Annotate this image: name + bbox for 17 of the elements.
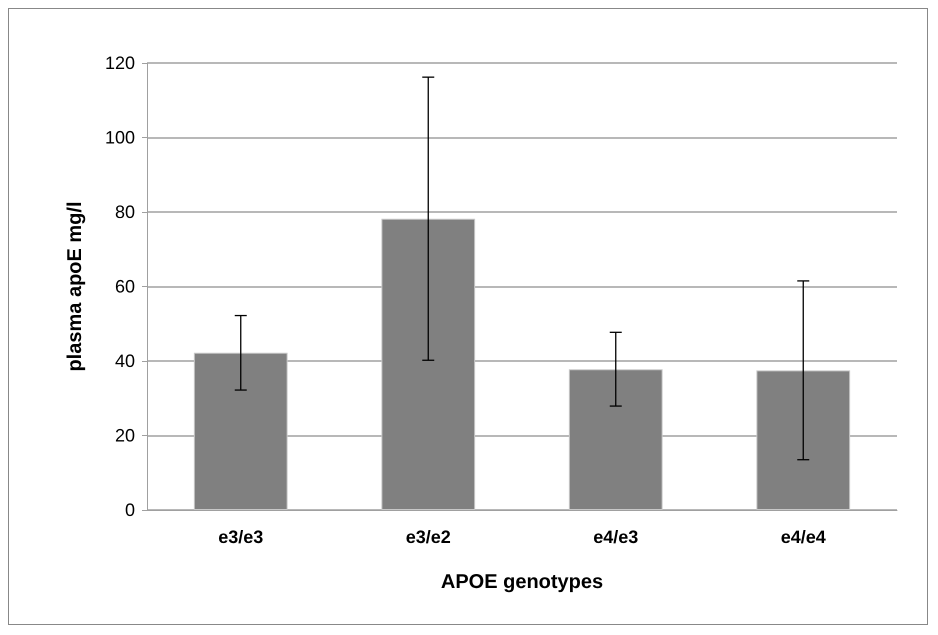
bar — [194, 352, 288, 510]
y-tick-label: 20 — [114, 426, 135, 446]
bar — [756, 370, 850, 510]
y-tick-label: 0 — [124, 500, 135, 520]
y-axis-title: plasma apoE mg/l — [64, 201, 86, 372]
y-tick-label: 100 — [104, 128, 135, 148]
y-tick-label: 40 — [114, 351, 135, 371]
y-tick-label: 60 — [114, 276, 135, 296]
x-tick-label: e4/e4 — [780, 527, 826, 547]
x-tick-label: e3/e2 — [406, 527, 451, 547]
x-axis-title: APOE genotypes — [440, 571, 604, 593]
x-tick-label: e4/e3 — [593, 527, 638, 547]
y-tick-label: 120 — [104, 53, 135, 73]
y-tick-label: 80 — [114, 202, 135, 222]
bar — [381, 218, 476, 510]
bar — [568, 369, 663, 510]
x-tick-label: e3/e3 — [218, 527, 264, 547]
